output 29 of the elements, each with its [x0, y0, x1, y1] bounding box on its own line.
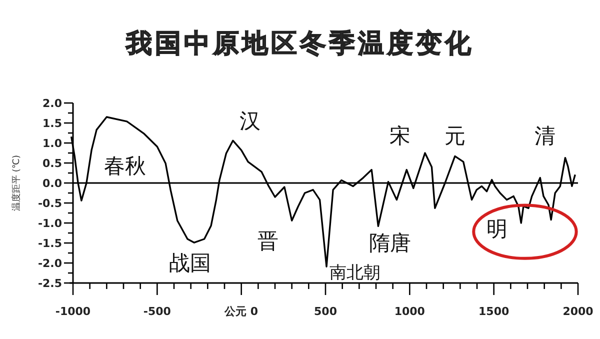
annotation: 晋	[258, 229, 278, 253]
x-tick-label: -1000	[55, 305, 91, 318]
y-axis-title: 温度距平 (℃)	[11, 155, 22, 211]
x-tick-label: 1500	[478, 305, 510, 318]
x-tick-label: 1000	[394, 305, 426, 318]
annotation: 明	[486, 217, 508, 241]
x-tick-label: -500	[143, 305, 172, 318]
annotation: 清	[534, 124, 556, 148]
annotation: 隋唐	[369, 231, 411, 255]
y-tick-label: 1.0	[42, 137, 62, 150]
y-tick-label: -1.5	[38, 237, 62, 250]
annotation: 春秋	[104, 154, 146, 178]
y-tick-label: 0.0	[42, 177, 62, 190]
x-tick-label: 500	[314, 305, 338, 318]
annotation: 宋	[390, 124, 410, 148]
x-tick-label: 2000	[562, 305, 594, 318]
y-tick-label: -2.5	[38, 277, 62, 290]
y-tick-label: 0.5	[42, 157, 62, 170]
y-tick-label: -1.0	[38, 217, 62, 230]
annotation: 元	[444, 124, 466, 148]
annotation: 南北朝	[330, 263, 380, 283]
annotation: 汉	[240, 109, 260, 133]
x-tick-label: 公元 0	[224, 305, 258, 318]
y-tick-label: 2.0	[42, 97, 62, 110]
y-tick-label: 1.5	[42, 117, 62, 130]
title: 我国中原地区冬季温度变化	[126, 29, 474, 59]
y-tick-label: -2.0	[38, 257, 62, 270]
y-tick-label: -0.5	[38, 197, 62, 210]
annotation: 战国	[169, 251, 211, 275]
